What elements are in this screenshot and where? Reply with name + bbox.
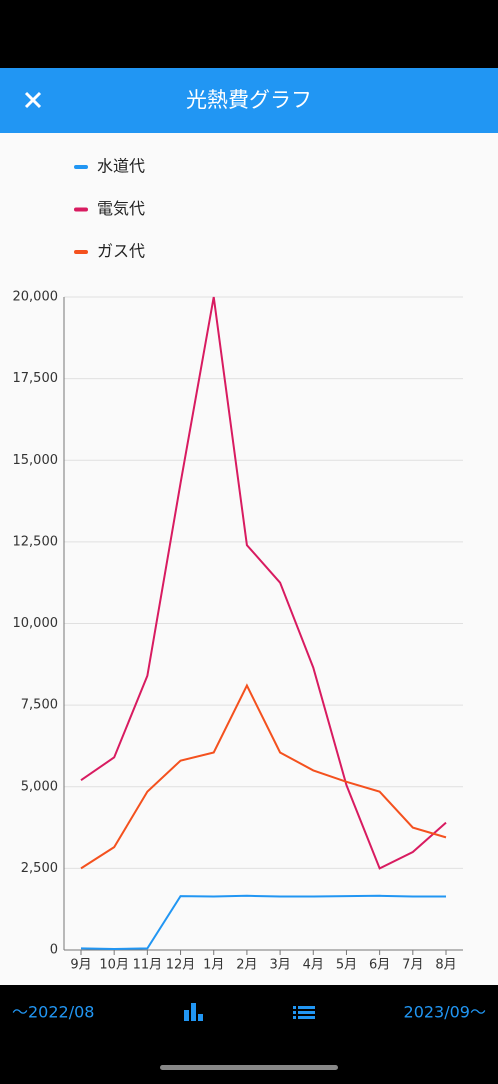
- home-indicator: [160, 1065, 338, 1070]
- legend-label: 水道代: [97, 157, 145, 176]
- chart: 0 2,500 5,000 7,500 10,000 12,500 15,000 17,500…: [13, 157, 463, 973]
- x-tick-label: 11月: [133, 958, 163, 973]
- x-tick-label: 3月: [269, 958, 290, 973]
- x-tick-label: 10月: [99, 958, 129, 973]
- data-line: [80, 894, 446, 951]
- x-tick-label: 12月: [166, 958, 196, 973]
- data-line: [80, 683, 447, 870]
- y-tick-label: 2,500: [21, 861, 58, 876]
- x-tick-label: 4月: [303, 958, 324, 973]
- app-bar: [0, 68, 498, 133]
- y-tick-label: 17,500: [13, 371, 59, 386]
- x-tick-label: 1月: [203, 958, 224, 973]
- start-date[interactable]: ～2022/08: [12, 1003, 94, 1022]
- y-tick-label: 15,000: [13, 453, 59, 468]
- x-tick-label: 7月: [402, 958, 423, 973]
- y-tick-label: 10,000: [13, 616, 59, 631]
- y-tick-label: 12,500: [13, 534, 59, 549]
- x-tick-label: 6月: [369, 958, 390, 973]
- status-bar: [0, 0, 498, 68]
- legend-label: 電気代: [97, 199, 145, 218]
- y-tick-label: 0: [50, 943, 58, 958]
- x-tick-label: 5月: [336, 958, 357, 973]
- body: [0, 133, 498, 985]
- end-date[interactable]: 2023/09～: [404, 1003, 486, 1022]
- y-tick-label: 5,000: [21, 779, 58, 794]
- x-tick-label: 2月: [236, 958, 257, 973]
- close-button[interactable]: [24, 91, 42, 109]
- chart-icon[interactable]: [184, 1003, 203, 1021]
- app-bar-title: 光熱費グラフ: [186, 88, 312, 112]
- list-icon[interactable]: [293, 1006, 315, 1019]
- data-line: [80, 296, 447, 870]
- x-tick-label: 9月: [70, 958, 91, 973]
- x-tick-label: 8月: [435, 958, 456, 973]
- y-tick-label: 20,000: [13, 290, 59, 305]
- y-tick-label: 7,500: [21, 698, 58, 713]
- bottom-bar: [0, 985, 498, 1080]
- legend-label: ガス代: [97, 242, 145, 261]
